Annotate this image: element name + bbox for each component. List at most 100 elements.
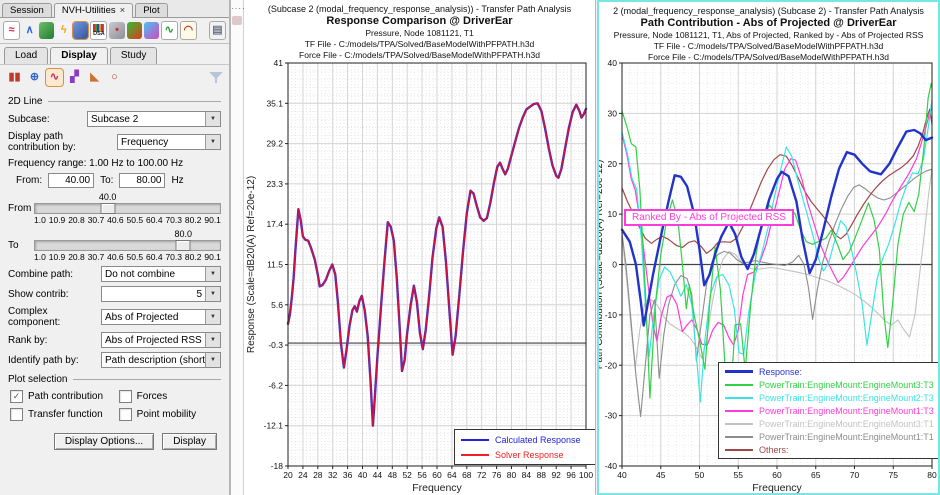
response-plot-canvas[interactable]: 20 24 28 32 36 40 44 48 52 56 60 64 68 72 76 80 84 88 92 96… — [246, 58, 593, 494]
rank-by-select[interactable]: Abs of Projected RSS — [101, 332, 221, 348]
tab-plot[interactable]: Plot — [135, 3, 168, 17]
bar-chart-icon[interactable]: ▮▮ — [8, 71, 21, 83]
polar-plot-icon[interactable]: ⊕ — [29, 71, 40, 83]
filter-icon[interactable] — [209, 71, 223, 84]
dropdown-arrow-icon[interactable] — [205, 353, 220, 367]
xy-curves-icon[interactable]: ≈ — [3, 21, 21, 40]
display-by-label: Display path contribution by: — [8, 131, 76, 153]
ranked-by-annotation: Ranked By - Abs of Projected RSS — [624, 209, 794, 226]
chevrons-icon[interactable]: ∧ — [25, 24, 34, 36]
display-button[interactable]: Display — [162, 433, 217, 450]
checkbox-icon[interactable] — [10, 408, 23, 421]
display-options-button[interactable]: Display Options... — [53, 433, 155, 450]
display-by-select[interactable]: Frequency — [117, 134, 221, 150]
show-contrib-label: Show contrib: — [8, 288, 69, 300]
dsa-bar-chart-icon[interactable]: DSA — [90, 21, 108, 40]
svg-text:Path Contribution (Scale=dB20(: Path Contribution (Scale=dB20(A) Ref=20e… — [597, 160, 605, 370]
to-label: To: — [100, 175, 114, 186]
contribution-plot-window[interactable]: 2 (modal_frequency_response_analysis) (S… — [597, 0, 940, 495]
car-body-icon[interactable]: • — [109, 22, 125, 39]
splitter-handle[interactable]: ···· — [231, 4, 246, 13]
checkbox-icon[interactable] — [118, 408, 132, 421]
subcase-select[interactable]: Subcase 2 — [87, 111, 221, 127]
svg-text:-12.1: -12.1 — [264, 421, 284, 431]
legend-entry: Calculated Response — [461, 432, 590, 447]
window-tab-bar: Session NVH-Utilities × Plot — [0, 0, 229, 18]
checkbox-icon[interactable] — [118, 390, 132, 403]
from-slider-block: 40.0 From 1.0 10.9 20.8 30.7 40.6 50.5 60.4 70.… — [8, 192, 221, 225]
surface-plot-icon[interactable]: ◣ — [90, 71, 99, 83]
to-input[interactable] — [119, 173, 166, 188]
legend-line-sample — [725, 396, 753, 399]
complex-component-select[interactable]: Abs of Projected — [101, 309, 221, 325]
tab-nvh-utilities[interactable]: NVH-Utilities × — [53, 3, 134, 18]
svg-text:Frequency: Frequency — [412, 482, 462, 494]
svg-text:-0.3: -0.3 — [268, 340, 283, 350]
svg-text:36: 36 — [343, 470, 353, 480]
legend-line-sample — [725, 422, 753, 425]
checkbox-transfer-function[interactable]: Transfer function — [10, 408, 119, 421]
legend-line-sample — [461, 453, 489, 456]
checkbox-forces[interactable]: Forces — [118, 390, 219, 403]
plot-info-tf-file: TF File - C:/models/TPA/Solved/BaseModel… — [304, 39, 535, 49]
plot-info-tf-file: TF File - C:/models/TPA/Solved/BaseModel… — [653, 41, 884, 51]
svg-text:60: 60 — [432, 470, 442, 480]
report-table-icon[interactable]: ▤ — [208, 21, 226, 40]
deflection-icon[interactable]: ○ — [111, 71, 118, 83]
stacked-bar-icon[interactable]: ▞ — [70, 71, 79, 83]
tab-study[interactable]: Study — [109, 47, 158, 64]
tab-session[interactable]: Session — [2, 3, 52, 17]
to-slider-track[interactable] — [34, 240, 221, 251]
plot-title: Path Contribution - Abs of Projected @ D… — [640, 17, 897, 29]
dropdown-arrow-icon[interactable] — [205, 333, 220, 347]
legend-entry: PowerTrain:EngineMount:EngineMount3:T1 — [725, 417, 934, 430]
car-study-icon[interactable] — [39, 22, 55, 39]
line-plot-icon[interactable]: ∿ — [45, 68, 64, 87]
checkbox-path-contribution[interactable]: Path contribution — [10, 390, 119, 403]
tpa-car-icon[interactable] — [72, 21, 90, 40]
combine-path-select[interactable]: Do not combine — [101, 266, 221, 282]
svg-text:10: 10 — [608, 209, 618, 219]
show-contrib-select[interactable]: 5 — [101, 286, 221, 302]
svg-text:48: 48 — [388, 470, 398, 480]
complex-component-label: Complex component: — [8, 306, 61, 328]
svg-text:Frequency: Frequency — [752, 482, 802, 494]
from-slider-track[interactable] — [34, 203, 221, 214]
svg-text:70: 70 — [850, 470, 860, 480]
dropdown-arrow-icon[interactable] — [205, 112, 220, 126]
lightning-icon[interactable]: ϟ — [56, 22, 72, 39]
svg-text:29.2: 29.2 — [266, 139, 283, 149]
cone-plot-icon[interactable] — [143, 22, 159, 39]
close-tab-icon[interactable]: × — [119, 5, 126, 16]
response-plot-window[interactable]: (Subcase 2 (modal_frequency_response_ana… — [244, 0, 596, 495]
dropdown-arrow-icon[interactable] — [205, 287, 220, 301]
from-slider-label: From — [8, 203, 32, 214]
to-slider-block: 80.0 To 1.0 10.9 20.8 30.7 40.6 50.5 60.4 70.3 8… — [8, 229, 221, 262]
dropdown-arrow-icon[interactable] — [205, 135, 220, 149]
from-input[interactable] — [48, 173, 95, 188]
checkbox-point-mobility[interactable]: Point mobility — [118, 408, 219, 421]
dropdown-arrow-icon[interactable] — [205, 267, 220, 281]
legend-line-sample — [725, 435, 753, 438]
panel-splitter[interactable]: ···· — [231, 0, 246, 495]
curve-report-icon[interactable]: ◠ — [179, 21, 197, 40]
to-slider-thumb[interactable] — [175, 240, 191, 251]
identify-path-row: Identify path by: Path description (shor… — [8, 352, 221, 368]
tab-display[interactable]: Display — [50, 47, 108, 64]
svg-text:96: 96 — [566, 470, 576, 480]
tab-load[interactable]: Load — [4, 47, 49, 64]
legend-entry: PowerTrain:EngineMount:EngineMount1:T3 — [725, 404, 934, 417]
diag-contour-icon[interactable] — [126, 22, 142, 39]
from-slider-thumb[interactable] — [100, 203, 116, 214]
wave-compare-icon[interactable]: ∿ — [160, 21, 178, 40]
plot-title: Response Comparison @ DriverEar — [326, 15, 513, 27]
legend-line-sample — [725, 448, 753, 451]
svg-text:100: 100 — [579, 470, 593, 480]
display-by-row: Display path contribution by: Frequency — [8, 131, 221, 153]
legend-entry: Response: — [725, 365, 934, 378]
dropdown-arrow-icon[interactable] — [205, 310, 220, 324]
hz-label: Hz — [171, 175, 184, 186]
checkbox-icon[interactable] — [10, 390, 23, 403]
svg-text:65: 65 — [811, 470, 821, 480]
identify-path-select[interactable]: Path description (short) — [101, 352, 221, 368]
